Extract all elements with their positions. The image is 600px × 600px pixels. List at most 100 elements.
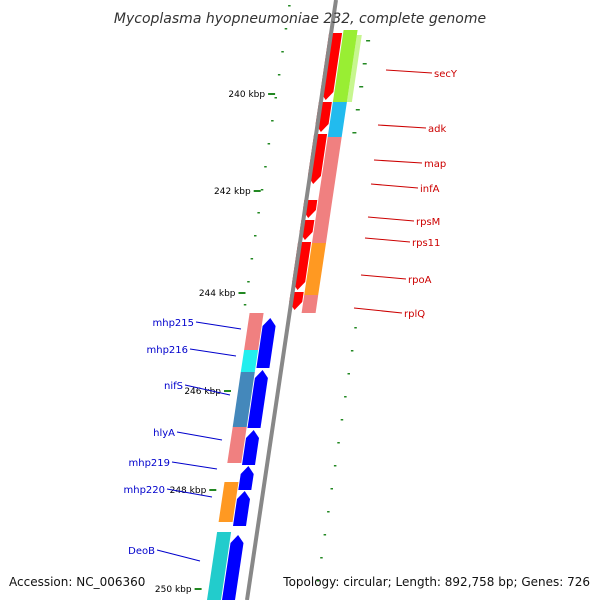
scale-label: 244 kbp bbox=[199, 289, 236, 299]
gene-label-mhp220: mhp220 bbox=[123, 485, 165, 496]
scale-label: 242 kbp bbox=[214, 187, 251, 197]
tick-dot bbox=[316, 580, 320, 582]
gene-label-adk: adk bbox=[428, 124, 446, 135]
tick-dot bbox=[355, 109, 360, 111]
cog-track bbox=[207, 30, 362, 600]
tick-dot bbox=[359, 86, 364, 88]
reverse-gene-arrow bbox=[320, 33, 343, 100]
gene-label-hlya: hlyA bbox=[153, 428, 175, 439]
tick-dot bbox=[354, 327, 357, 329]
cog-block bbox=[318, 188, 335, 200]
scale-tick bbox=[253, 190, 261, 192]
label-leader bbox=[385, 69, 433, 74]
tick-dot bbox=[257, 212, 260, 214]
cog-block bbox=[327, 102, 347, 137]
scale-tick bbox=[268, 93, 276, 95]
tick-dot bbox=[267, 143, 271, 145]
tick-dot bbox=[250, 258, 254, 260]
label-leader bbox=[176, 431, 223, 441]
gene-label-map: map bbox=[424, 159, 446, 170]
forward-gene-arrow bbox=[247, 370, 268, 428]
forward-gene-arrow bbox=[256, 318, 276, 368]
gene-track bbox=[222, 33, 343, 600]
tick-dot bbox=[333, 465, 337, 467]
cog-block bbox=[232, 372, 255, 427]
gene-label-nifs: nifS bbox=[164, 381, 183, 392]
tick-dot bbox=[281, 51, 284, 53]
scale-tick bbox=[194, 588, 202, 590]
label-leader bbox=[367, 216, 415, 222]
tick-dot bbox=[344, 396, 347, 398]
label-leader bbox=[360, 274, 407, 280]
gene-label-infa: infA bbox=[420, 184, 440, 195]
tick-dot bbox=[277, 74, 281, 76]
tick-dot bbox=[243, 304, 247, 306]
cog-block bbox=[207, 532, 232, 600]
tick-dot bbox=[352, 132, 357, 134]
label-leaders bbox=[156, 69, 433, 562]
tick-dot bbox=[323, 534, 327, 536]
scale-ticks: 240 kbp 242 kbp 244 kbp 246 kbp 248 kbp 250 k… bbox=[155, 90, 276, 595]
cog-block bbox=[227, 427, 247, 463]
label-leader bbox=[364, 237, 411, 243]
gene-label-rpsm: rpsM bbox=[416, 217, 440, 228]
scale-label: 246 kbp bbox=[184, 387, 221, 397]
forward-gene-arrow bbox=[242, 430, 259, 465]
tick-dot bbox=[347, 373, 350, 375]
gene-label-rps11: rps11 bbox=[412, 238, 440, 249]
cog-block bbox=[218, 482, 239, 522]
tick-dot bbox=[350, 350, 354, 352]
gene-label-secy: secY bbox=[434, 69, 458, 80]
tick-dot bbox=[274, 97, 277, 99]
tick-dot bbox=[271, 120, 274, 122]
gene-labels: secY adk map infA rpsM rps11 rpoA rplQ mhp215 mhp… bbox=[123, 69, 457, 557]
genome-backbone bbox=[245, 0, 338, 600]
cog-block bbox=[332, 30, 358, 102]
label-leader bbox=[370, 183, 419, 189]
cog-block bbox=[304, 243, 326, 295]
gene-label-rplq: rplQ bbox=[404, 309, 425, 320]
label-leader bbox=[156, 549, 201, 562]
forward-gene-arrow bbox=[222, 535, 244, 600]
label-leader bbox=[166, 488, 213, 498]
tick-dot bbox=[366, 40, 371, 42]
cog-block bbox=[240, 350, 259, 372]
label-leader bbox=[184, 384, 231, 396]
tick-dot bbox=[340, 419, 344, 421]
label-leader bbox=[189, 348, 237, 357]
scale-label: 248 kbp bbox=[170, 486, 207, 496]
cog-block bbox=[346, 35, 362, 102]
label-leader bbox=[377, 124, 427, 129]
accession-text: Accession: NC_006360 bbox=[9, 575, 145, 589]
scale-tick bbox=[224, 390, 231, 392]
scale-tick bbox=[209, 489, 217, 491]
gene-label-deob: DeoB bbox=[128, 546, 155, 557]
tick-dot bbox=[288, 5, 291, 7]
tick-dot bbox=[260, 189, 264, 191]
label-leader bbox=[353, 307, 403, 314]
tick-dot bbox=[264, 166, 267, 168]
gene-label-rpoa: rpoA bbox=[408, 275, 432, 286]
cog-block bbox=[301, 295, 319, 313]
tick-dot bbox=[362, 63, 367, 65]
cog-block bbox=[244, 313, 264, 350]
forward-gene-arrow bbox=[238, 466, 254, 490]
gene-label-mhp216: mhp216 bbox=[146, 345, 188, 356]
tick-dot bbox=[247, 281, 250, 283]
tick-dot bbox=[320, 557, 323, 559]
topology-text: Topology: circular; Length: 892,758 bp; … bbox=[282, 575, 590, 589]
outer-tick-dots bbox=[243, 5, 371, 582]
scale-label: 250 kbp bbox=[155, 585, 192, 595]
tick-dot bbox=[284, 28, 288, 30]
forward-gene-arrow bbox=[233, 491, 250, 526]
label-leader bbox=[195, 321, 242, 330]
gene-label-mhp215: mhp215 bbox=[152, 318, 194, 329]
tick-dot bbox=[330, 488, 333, 490]
label-leader bbox=[373, 159, 423, 164]
cog-block bbox=[320, 137, 342, 188]
tick-dot bbox=[327, 511, 330, 513]
gene-label-mhp219: mhp219 bbox=[128, 458, 170, 469]
map-title: Mycoplasma hyopneumoniae 232, complete g… bbox=[114, 11, 486, 27]
scale-tick bbox=[238, 292, 246, 294]
